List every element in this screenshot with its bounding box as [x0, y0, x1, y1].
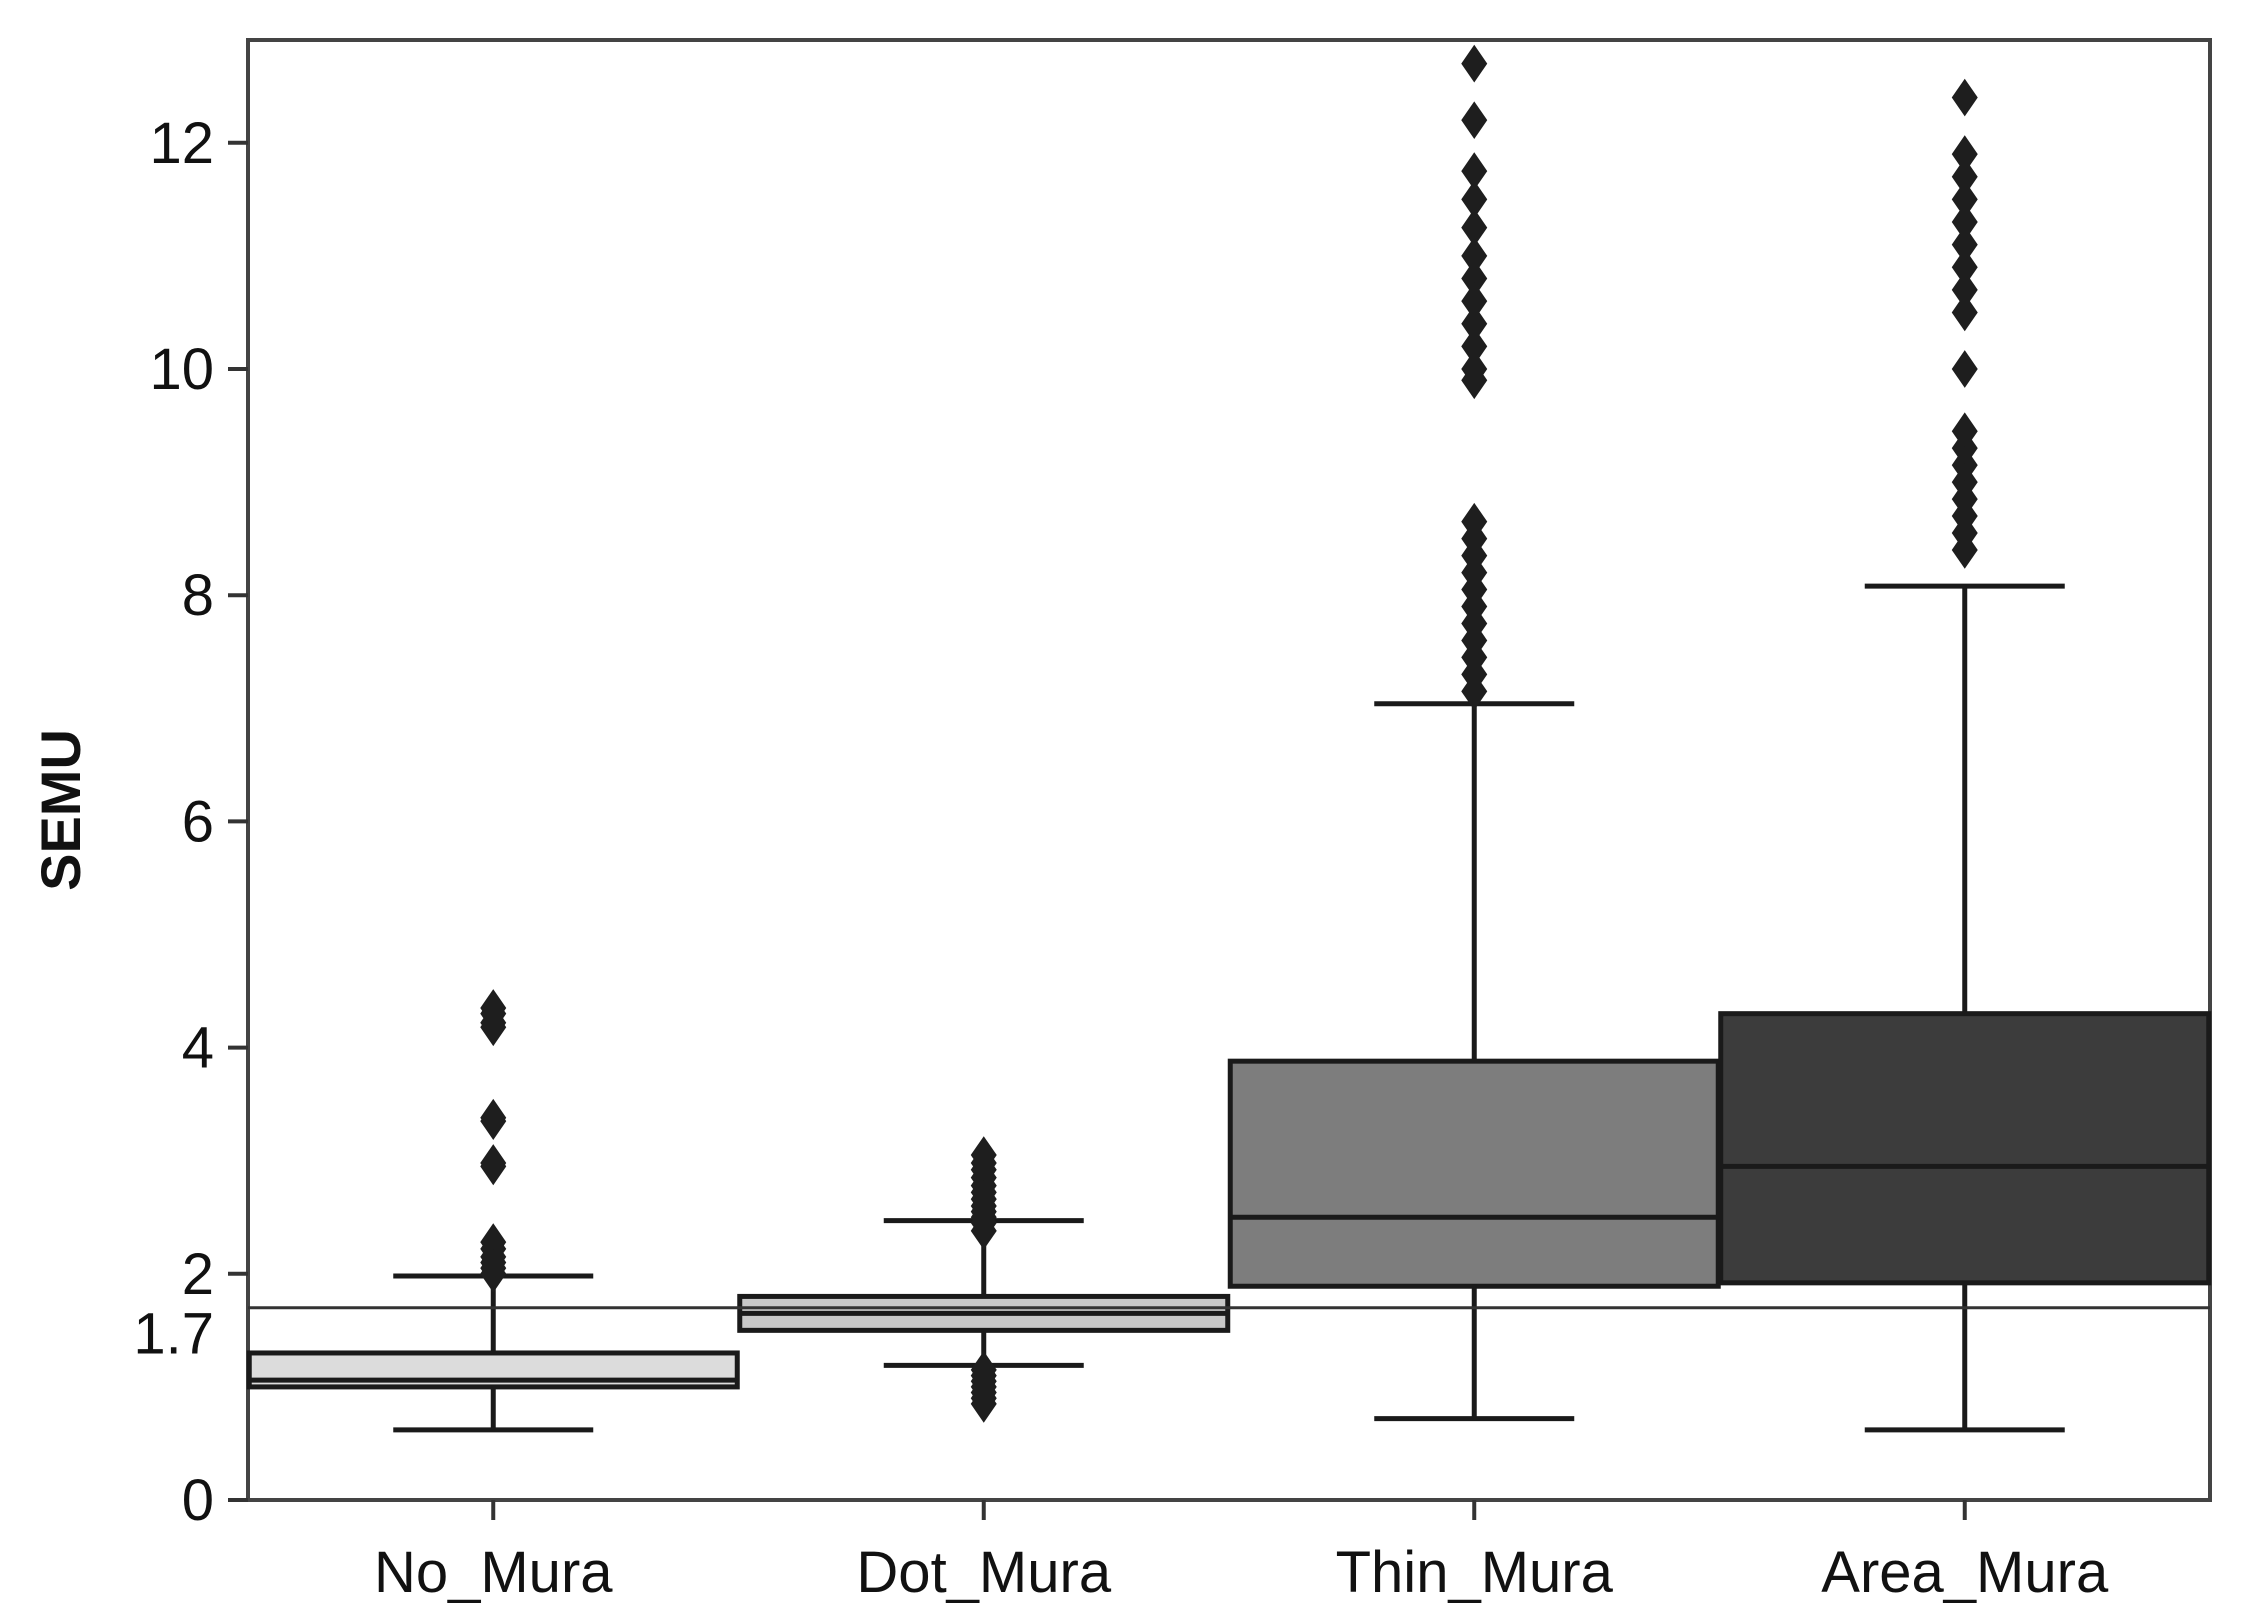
outlier-point — [970, 1211, 997, 1250]
outlier-point — [1461, 152, 1488, 190]
outlier-point — [1951, 157, 1978, 196]
outlier-point — [1461, 44, 1488, 83]
outlier-point — [480, 1008, 507, 1047]
y-tick-label: 4 — [182, 1016, 214, 1081]
outlier-point — [1951, 531, 1978, 569]
box-Area_Mura — [1718, 1011, 2212, 1286]
outlier-point — [1951, 270, 1978, 309]
y-tick-label: 12 — [149, 111, 214, 176]
outlier-point — [1461, 304, 1488, 343]
outlier-point — [1951, 350, 1978, 388]
outlier-point — [1461, 101, 1488, 140]
outlier-point — [480, 1254, 507, 1293]
outlier-point — [480, 1147, 507, 1186]
outlier-point — [1951, 78, 1978, 117]
outlier-point — [1951, 225, 1978, 264]
outlier-point — [1951, 248, 1978, 287]
x-category-label: No_Mura — [374, 1540, 613, 1603]
y-axis-title: SEMU — [29, 729, 92, 891]
y-tick-label: 0 — [182, 1468, 214, 1533]
outlier-point — [1461, 208, 1488, 247]
outlier-point — [1461, 259, 1488, 298]
outlier-point — [480, 1102, 507, 1140]
outlier-point — [1461, 327, 1488, 366]
outlier-point — [1461, 672, 1488, 711]
box-Thin_Mura — [1227, 1058, 1721, 1289]
y-tick-label: 8 — [182, 563, 214, 628]
outlier-point — [970, 1385, 997, 1423]
plot-frame — [246, 38, 2212, 1502]
outlier-point — [1461, 180, 1488, 219]
x-category-label: Dot_Mura — [856, 1540, 1111, 1603]
outlier-point — [1951, 203, 1978, 241]
y-tick-label: 6 — [182, 789, 214, 854]
y-tick-label: 10 — [149, 337, 214, 402]
outlier-point — [1951, 135, 1978, 173]
outlier-point — [1951, 293, 1978, 332]
y-tick-label: 2 — [182, 1242, 214, 1307]
outlier-point — [1461, 282, 1488, 320]
outlier-point — [1951, 180, 1978, 219]
x-category-label: Area_Mura — [1821, 1540, 2109, 1603]
x-category-label: Thin_Mura — [1336, 1540, 1614, 1603]
outlier-point — [1461, 361, 1488, 400]
outlier-point — [1461, 237, 1488, 275]
reference-line-label: 1.7 — [133, 1302, 214, 1367]
